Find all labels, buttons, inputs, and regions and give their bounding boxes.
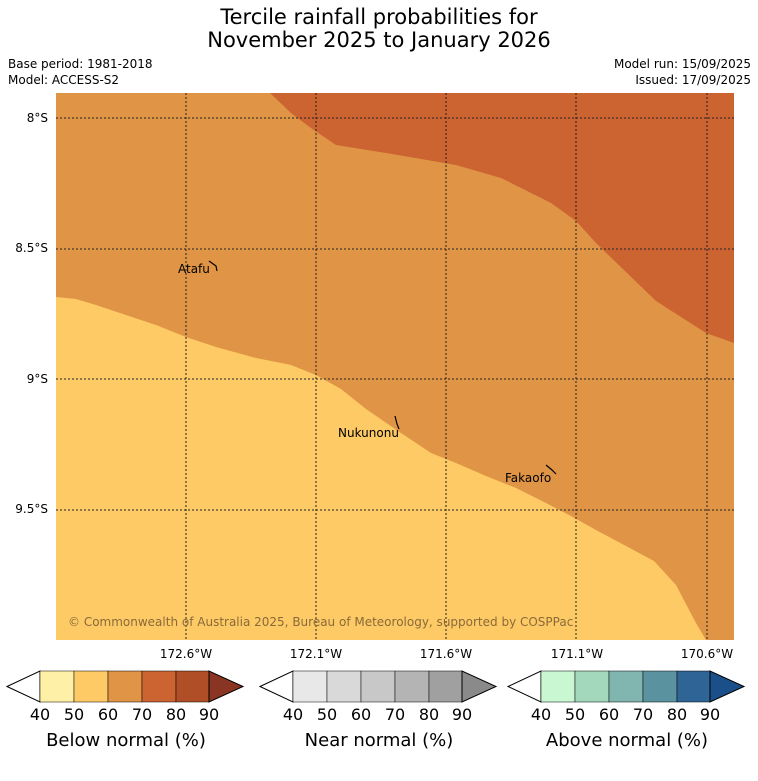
place-label-atafu: Atafu: [178, 262, 210, 276]
nukunonu-outline: [394, 415, 400, 430]
legend-above-tick-80: 80: [666, 705, 688, 724]
legend-below-normal-swatch-50-60: [73, 670, 109, 703]
fakaofo-outline: [545, 464, 557, 475]
rainfall-map: Atafu Nukunonu Fakaofo © Commonwealth of…: [56, 93, 734, 640]
legend-near-normal-swatch-80-90: [428, 670, 463, 703]
legend-near-tick-60: 60: [350, 705, 372, 724]
legend-near-normal-label: Near normal (%): [304, 730, 454, 751]
atafu-outline: [208, 260, 218, 272]
lat-label-8-5s: 8.5°S: [15, 241, 48, 255]
legend-below-tick-40: 40: [29, 705, 51, 724]
legend-above-normal-arrow-high: [709, 670, 746, 703]
lon-label-171-6w: 171.6°W: [419, 647, 473, 661]
legend-above-tick-40: 40: [530, 705, 552, 724]
place-label-nukunonu: Nukunonu: [338, 426, 399, 440]
legend-near-normal-swatch-40-50: [292, 670, 328, 703]
legend-above-tick-60: 60: [598, 705, 620, 724]
legend-below-tick-70: 70: [131, 705, 153, 724]
legend-near-normal-swatch-70-80: [394, 670, 430, 703]
legend-near-normal: 40 50 60 70 80 90 Near normal (%): [259, 670, 499, 770]
lon-label-172-6w: 172.6°W: [159, 647, 213, 661]
legend-above-normal: 40 50 60 70 80 90 Above normal (%): [507, 670, 747, 770]
legend-above-normal-arrow-low: [507, 670, 542, 703]
base-period-text: Base period: 1981-2018: [8, 57, 153, 71]
legend-above-normal-swatch-70-80: [642, 670, 678, 703]
lat-label-9-5s: 9.5°S: [15, 502, 48, 516]
chart-title-line1: Tercile rainfall probabilities for: [220, 5, 538, 29]
lat-label-8s: 8°S: [26, 111, 48, 125]
legend-below-normal-arrow-low: [6, 670, 41, 703]
legend-near-tick-90: 90: [451, 705, 473, 724]
legend-below-normal-swatch-70-80: [141, 670, 177, 703]
legend-near-tick-70: 70: [384, 705, 406, 724]
legend-above-tick-50: 50: [564, 705, 586, 724]
model-text: Model: ACCESS-S2: [8, 73, 120, 87]
legend-below-tick-90: 90: [198, 705, 220, 724]
legend-below-tick-60: 60: [97, 705, 119, 724]
legend-near-tick-80: 80: [418, 705, 440, 724]
legend-below-normal-label: Below normal (%): [46, 730, 206, 751]
legend-below-normal-bar: [6, 670, 245, 703]
legend-above-normal-swatch-40-50: [540, 670, 576, 703]
legend-above-normal-swatch-50-60: [574, 670, 610, 703]
lon-label-171-1w: 171.1°W: [550, 647, 604, 661]
legend-above-normal-swatch-60-70: [608, 670, 644, 703]
legend-near-normal-arrow-low: [259, 670, 294, 703]
legend-above-normal-swatch-80-90: [676, 670, 711, 703]
legend-near-tick-40: 40: [282, 705, 304, 724]
copyright-text: © Commonwealth of Australia 2025, Bureau…: [68, 615, 573, 629]
chart-title-line2: November 2025 to January 2026: [207, 28, 551, 52]
legend-near-normal-swatch-60-70: [360, 670, 396, 703]
island-outlines: [208, 260, 557, 475]
legend-below-normal-arrow-high: [208, 670, 245, 703]
legend-below-tick-80: 80: [165, 705, 187, 724]
legend-above-normal-label: Above normal (%): [545, 730, 709, 751]
legend-near-normal-bar: [259, 670, 498, 703]
legend-below-tick-50: 50: [63, 705, 85, 724]
legend-near-tick-50: 50: [316, 705, 338, 724]
issued-text: Issued: 17/09/2025: [635, 73, 751, 87]
legend-below-normal-swatch-80-90: [175, 670, 210, 703]
legend-below-normal: 40 50 60 70 80 90 Below normal (%): [6, 670, 246, 770]
region-70-80: [270, 93, 734, 343]
legend-below-normal-swatch-60-70: [107, 670, 143, 703]
grid-lines: [56, 93, 734, 640]
legend-near-normal-swatch-50-60: [326, 670, 362, 703]
legend-below-normal-swatch-40-50: [39, 670, 75, 703]
place-label-fakaofo: Fakaofo: [505, 471, 551, 485]
legend-above-normal-bar: [507, 670, 746, 703]
legend-above-tick-90: 90: [699, 705, 721, 724]
region-50-60: [56, 297, 706, 640]
model-run-text: Model run: 15/09/2025: [613, 57, 751, 71]
legend-near-normal-arrow-high: [461, 670, 498, 703]
lat-label-9s: 9°S: [26, 372, 48, 386]
lon-label-172-1w: 172.1°W: [289, 647, 343, 661]
legend-above-tick-70: 70: [632, 705, 654, 724]
lon-label-170-6w: 170.6°W: [680, 647, 734, 661]
